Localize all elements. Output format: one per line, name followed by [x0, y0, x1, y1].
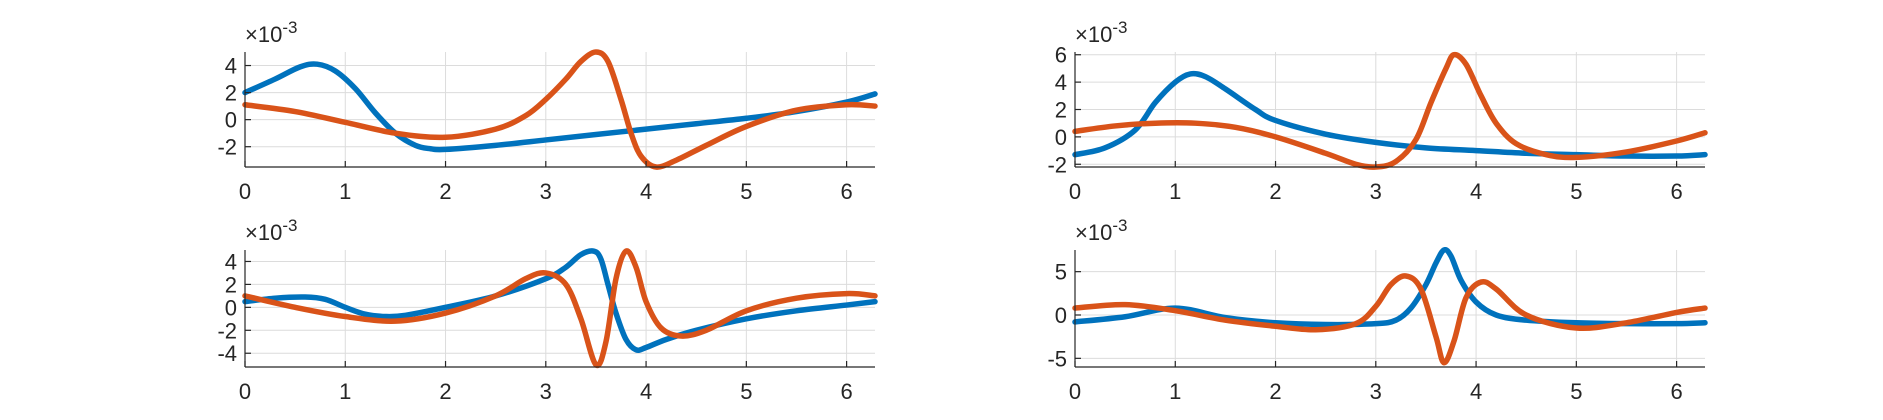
x-tick-label: 2	[439, 379, 451, 404]
chart-panel-bottom-right: 0 1 2 3 4 5 6-505×10-3	[1047, 216, 1708, 404]
x-tick-label: 2	[1269, 179, 1281, 204]
y-tick-label: 4	[225, 54, 237, 79]
y-tick-label: -2	[1047, 152, 1067, 177]
y-tick-label: 2	[225, 81, 237, 106]
x-tick-label: 5	[740, 179, 752, 204]
y-tick-label: -4	[217, 341, 237, 366]
y-tick-label: 2	[1055, 98, 1067, 123]
series-line-1	[242, 61, 878, 153]
x-tick-label: 5	[1570, 179, 1582, 204]
y-exponent-label: ×10-3	[1075, 18, 1127, 47]
y-exponent-label: ×10-3	[245, 18, 297, 47]
x-tick-label: 4	[1470, 179, 1482, 204]
x-tick-label: 5	[1570, 379, 1582, 404]
x-tick-label: 1	[339, 179, 351, 204]
x-tick-label: 2	[439, 179, 451, 204]
y-tick-label: 0	[1055, 125, 1067, 150]
x-tick-label: 6	[1670, 379, 1682, 404]
y-tick-label: 0	[225, 108, 237, 133]
x-tick-label: 4	[1470, 379, 1482, 404]
y-tick-label: 6	[1055, 43, 1067, 68]
x-tick-label: 0	[1069, 179, 1081, 204]
y-tick-label: 5	[1055, 260, 1067, 285]
x-tick-label: 6	[840, 179, 852, 204]
x-tick-label: 3	[1370, 379, 1382, 404]
y-exponent-label: ×10-3	[1075, 216, 1127, 245]
x-tick-label: 5	[740, 379, 752, 404]
x-tick-label: 1	[339, 379, 351, 404]
series-line-2	[242, 49, 878, 170]
y-exponent-label: ×10-3	[245, 216, 297, 245]
y-tick-label: 4	[225, 249, 237, 274]
x-tick-label: 4	[640, 379, 652, 404]
x-tick-label: 0	[1069, 379, 1081, 404]
x-tick-label: 6	[840, 379, 852, 404]
x-tick-label: 0	[239, 379, 251, 404]
x-tick-label: 3	[540, 179, 552, 204]
series-line-2	[242, 248, 878, 369]
x-tick-label: 1	[1169, 379, 1181, 404]
y-tick-label: 0	[225, 295, 237, 320]
x-tick-label: 6	[1670, 179, 1682, 204]
x-tick-label: 0	[239, 179, 251, 204]
series-line-2	[1072, 273, 1708, 366]
x-tick-label: 3	[540, 379, 552, 404]
x-tick-label: 3	[1370, 179, 1382, 204]
x-tick-label: 2	[1269, 379, 1281, 404]
x-tick-label: 4	[640, 179, 652, 204]
y-tick-label: 0	[1055, 303, 1067, 328]
y-tick-label: -2	[217, 318, 237, 343]
series-line-1	[242, 248, 878, 353]
y-tick-label: 2	[225, 272, 237, 297]
y-tick-label: 4	[1055, 70, 1067, 95]
y-tick-label: -2	[217, 135, 237, 160]
x-tick-label: 1	[1169, 179, 1181, 204]
series-line-2	[1072, 51, 1708, 170]
y-tick-label: -5	[1047, 346, 1067, 371]
